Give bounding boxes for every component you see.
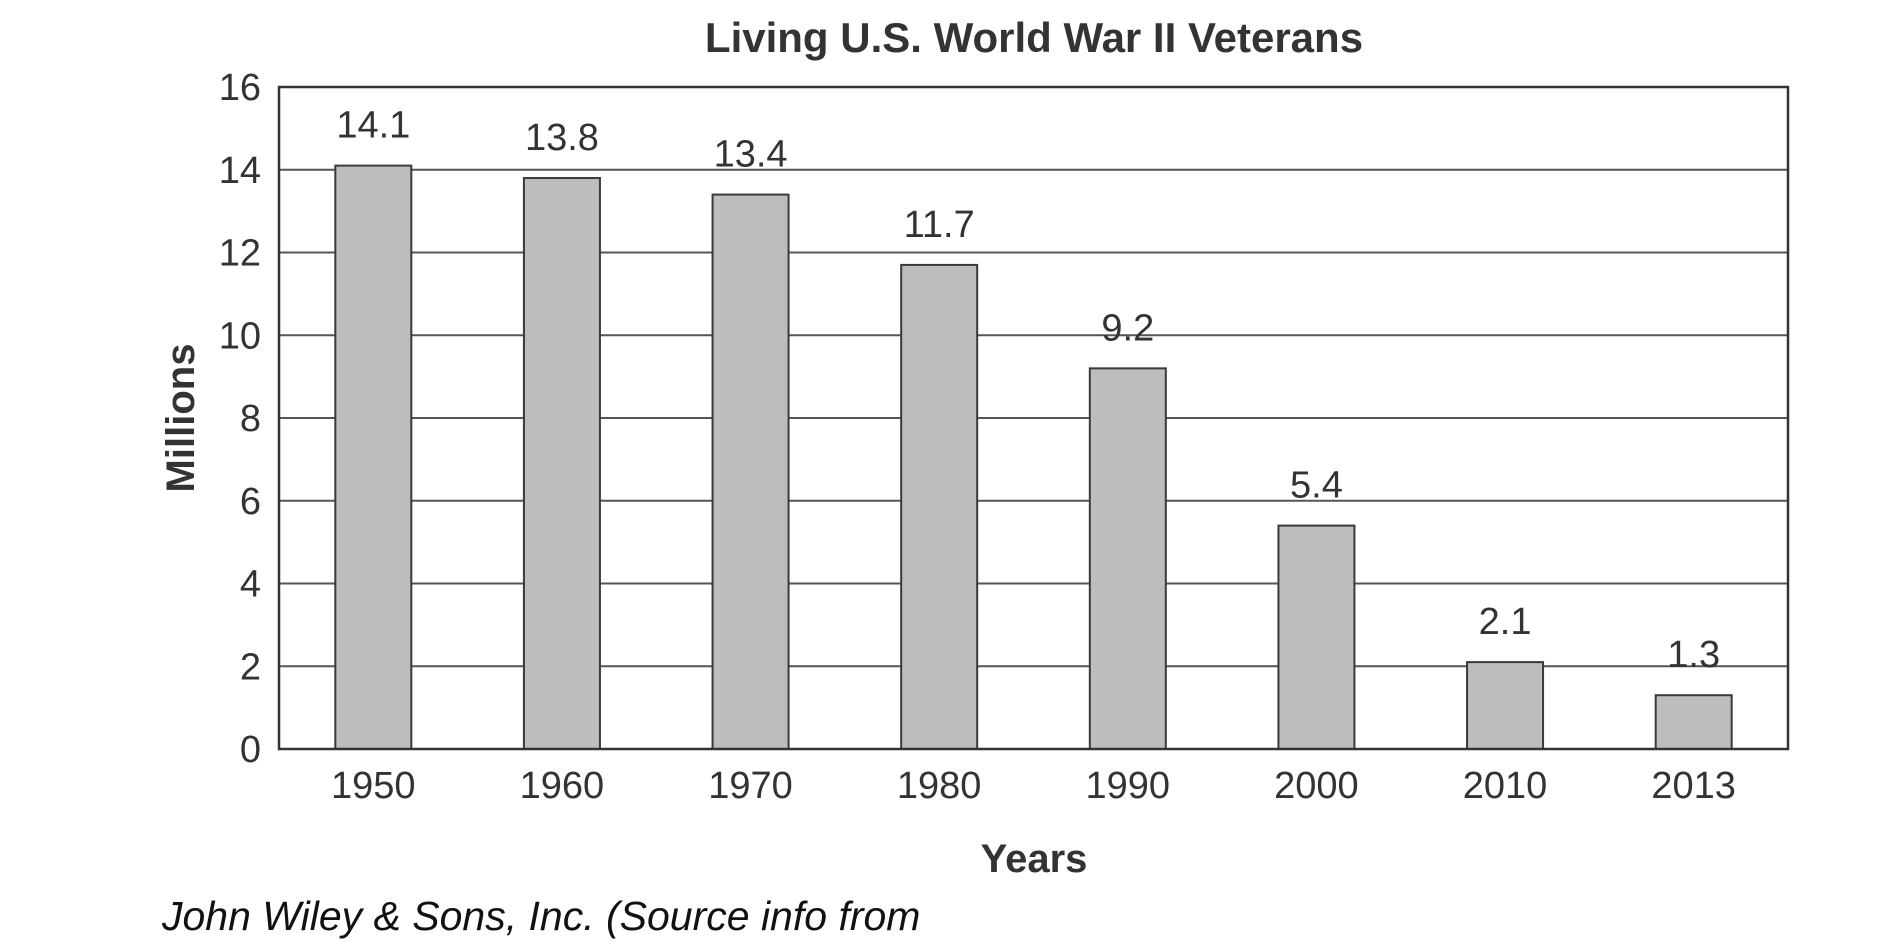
y-tick-label: 16 [219,67,261,109]
y-tick-label: 14 [219,150,261,192]
y-tick-label: 10 [219,315,261,357]
x-tick-label: 1960 [520,765,605,807]
data-label: 13.8 [525,117,599,159]
bar [1466,661,1545,750]
y-tick-label: 4 [240,564,261,606]
bar [522,177,601,750]
bar [711,193,790,750]
data-label: 9.2 [1101,307,1154,349]
data-label: 13.4 [714,134,788,176]
bar [1088,367,1167,750]
x-axis-ticks: 1950 1960 1970 1980 1990 2000 2010 2013 [331,765,1736,807]
y-axis-label: Millions [159,344,203,493]
x-tick-label: 2010 [1463,765,1548,807]
bar [1654,694,1733,751]
x-tick-label: 1970 [708,765,793,807]
bars [334,164,1733,751]
bar [334,164,413,751]
x-tick-label: 1990 [1086,765,1171,807]
y-tick-label: 0 [240,729,261,771]
x-tick-label: 2000 [1274,765,1359,807]
y-tick-label: 6 [240,481,261,523]
y-tick-label: 8 [240,398,261,440]
x-tick-label: 1980 [897,765,982,807]
data-label: 2.1 [1479,601,1532,643]
x-tick-label: 2013 [1651,765,1736,807]
data-label: 14.1 [336,105,410,147]
chart-title: Living U.S. World War II Veterans [705,14,1363,61]
x-axis-label: Years [981,837,1088,881]
plot-border [277,85,1790,751]
y-axis-ticks: 0 2 4 6 8 10 12 14 16 [219,67,261,771]
bar [900,263,979,750]
data-label: 5.4 [1290,465,1343,507]
data-label: 1.3 [1667,634,1720,676]
x-tick-label: 1950 [331,765,416,807]
bar [1277,524,1356,751]
data-label: 11.7 [904,204,975,246]
data-labels: 14.1 13.8 13.4 11.7 9.2 5.4 2.1 1.3 [336,105,1720,677]
credit-text: John Wiley & Sons, Inc. (Source info fro… [162,893,921,939]
y-tick-label: 12 [219,233,261,275]
y-tick-label: 2 [240,646,261,688]
gridlines [279,168,1788,668]
plot-frame [277,85,1790,751]
